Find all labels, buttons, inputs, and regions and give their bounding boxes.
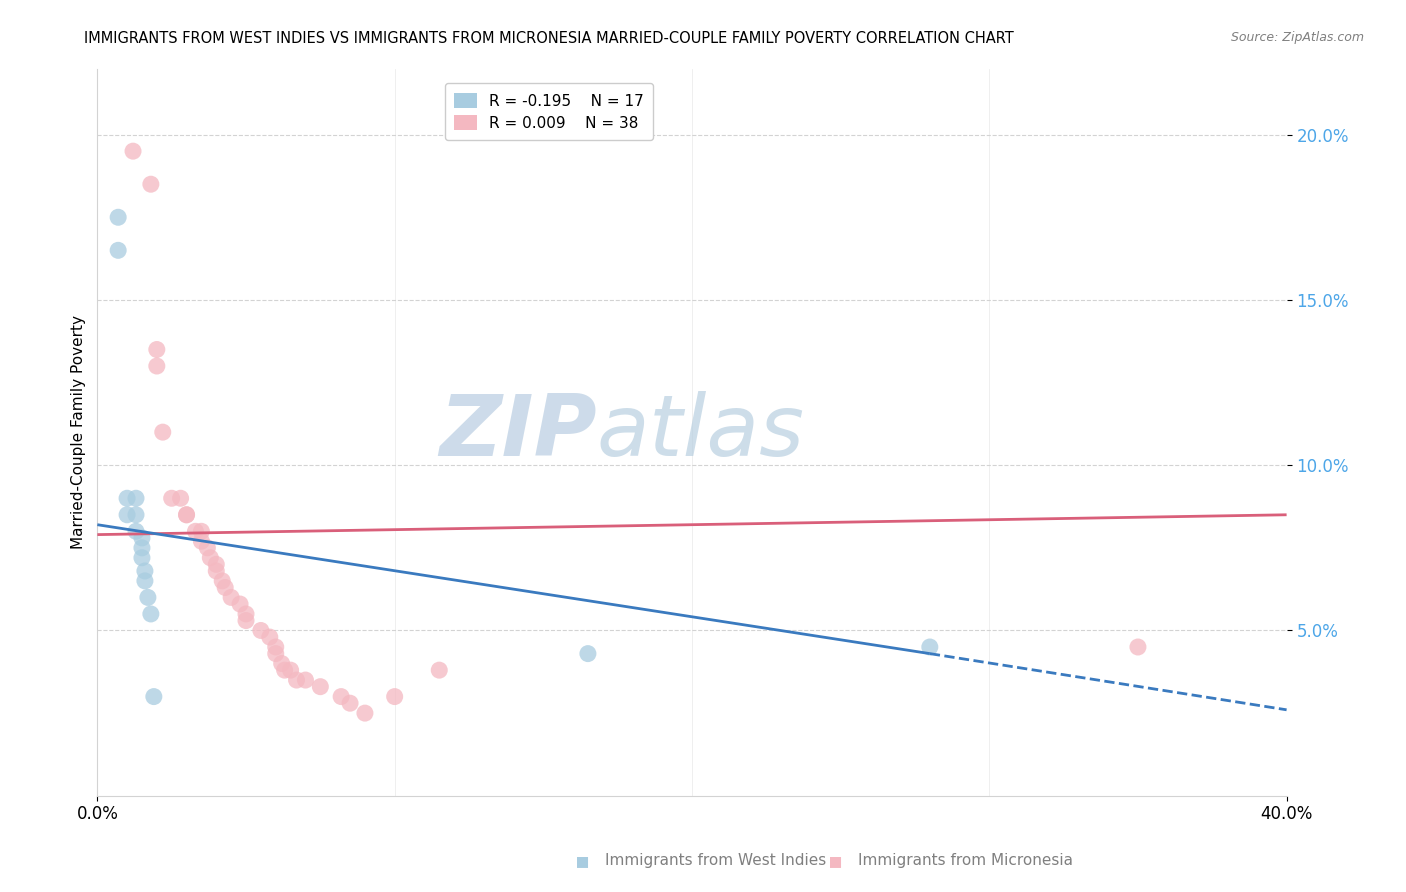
Point	[1126, 640, 1149, 654]
Point	[190, 524, 212, 539]
Point	[131, 541, 153, 555]
Point	[294, 673, 316, 687]
Point	[235, 614, 257, 628]
Point	[139, 607, 162, 621]
Point	[125, 508, 148, 522]
Point	[211, 574, 233, 588]
Point	[160, 491, 183, 506]
Point	[107, 211, 129, 225]
Text: Immigrants from West Indies: Immigrants from West Indies	[605, 854, 825, 868]
Point	[195, 541, 218, 555]
Point	[125, 524, 148, 539]
Point	[125, 491, 148, 506]
Point	[169, 491, 191, 506]
Point	[131, 531, 153, 545]
Point	[264, 647, 287, 661]
Point	[146, 359, 169, 373]
Point	[122, 144, 145, 158]
Legend: R = -0.195    N = 17, R = 0.009    N = 38: R = -0.195 N = 17, R = 0.009 N = 38	[446, 84, 654, 140]
Point	[146, 343, 169, 357]
Point	[152, 425, 174, 439]
Point	[190, 534, 212, 549]
Point	[176, 508, 198, 522]
Text: ▪: ▪	[575, 851, 591, 871]
Point	[270, 657, 292, 671]
Text: atlas: atlas	[596, 391, 804, 474]
Text: IMMIGRANTS FROM WEST INDIES VS IMMIGRANTS FROM MICRONESIA MARRIED-COUPLE FAMILY : IMMIGRANTS FROM WEST INDIES VS IMMIGRANT…	[84, 31, 1014, 46]
Point	[115, 491, 138, 506]
Point	[273, 663, 295, 677]
Point	[184, 524, 207, 539]
Text: Source: ZipAtlas.com: Source: ZipAtlas.com	[1230, 31, 1364, 45]
Point	[259, 630, 281, 644]
Point	[384, 690, 406, 704]
Point	[427, 663, 450, 677]
Point	[214, 581, 236, 595]
Point	[330, 690, 353, 704]
Point	[134, 574, 156, 588]
Point	[134, 564, 156, 578]
Text: Immigrants from Micronesia: Immigrants from Micronesia	[858, 854, 1073, 868]
Point	[229, 597, 252, 611]
Point	[200, 550, 222, 565]
Point	[139, 178, 162, 192]
Point	[136, 591, 159, 605]
Point	[235, 607, 257, 621]
Point	[219, 591, 242, 605]
Point	[264, 640, 287, 654]
Point	[339, 696, 361, 710]
Point	[107, 244, 129, 258]
Point	[354, 706, 377, 720]
Point	[142, 690, 165, 704]
Point	[115, 508, 138, 522]
Point	[576, 647, 599, 661]
Point	[285, 673, 308, 687]
Point	[176, 508, 198, 522]
Point	[280, 663, 302, 677]
Text: ▪: ▪	[828, 851, 844, 871]
Point	[205, 564, 228, 578]
Point	[250, 624, 273, 638]
Y-axis label: Married-Couple Family Poverty: Married-Couple Family Poverty	[72, 315, 86, 549]
Point	[918, 640, 941, 654]
Point	[309, 680, 332, 694]
Point	[131, 550, 153, 565]
Text: ZIP: ZIP	[439, 391, 596, 474]
Point	[205, 558, 228, 572]
